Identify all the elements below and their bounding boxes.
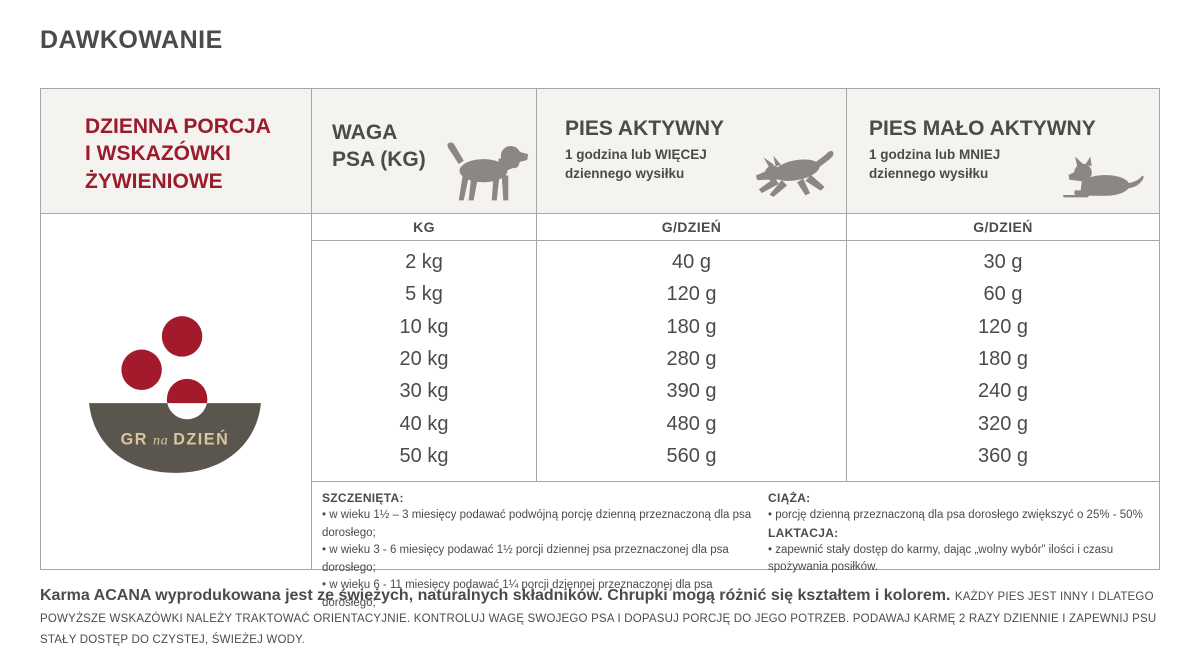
weight-value: 10 kg: [399, 315, 449, 338]
low-active-portion-value: 60 g: [983, 283, 1023, 306]
weight-value: 50 kg: [399, 445, 449, 468]
notes-pregnancy-lactation: CIĄŻA: porcję dzienną przeznaczoną dla p…: [768, 490, 1145, 573]
subheader-kg: KG: [312, 214, 537, 241]
weight-value: 20 kg: [399, 347, 449, 370]
weight-value: 30 kg: [399, 380, 449, 403]
bowl-label-na: na: [153, 432, 168, 448]
notes-puppies: SZCZENIĘTA: w wieku 1½ – 3 miesięcy poda…: [322, 490, 768, 609]
puppies-heading: SZCZENIĘTA:: [322, 491, 404, 505]
low-active-dog-title: PIES MAŁO AKTYWNY: [869, 117, 1096, 140]
active-portion-value: 390 g: [666, 380, 717, 403]
note-bullet: w wieku 3 - 6 miesięcy podawać 1½ porcji…: [322, 542, 768, 577]
active-dog-sub1: 1 godzina lub WIĘCEJ: [565, 147, 707, 163]
low-active-dog-sub2: dziennego wysiłku: [869, 165, 989, 181]
low-active-portion-column: 30 g 60 g 120 g 180 g 240 g 320 g 360 g: [847, 241, 1159, 482]
active-portion-column: 40 g 120 g 180 g 280 g 390 g 480 g 560 g: [537, 241, 847, 482]
daily-portion-line2: I WSKAZÓWKI: [85, 142, 231, 166]
low-active-portion-value: 30 g: [983, 250, 1023, 273]
active-dog-sub2: dziennego wysiłku: [565, 165, 685, 181]
daily-grams-bowl-cell: GR na DZIEŃ: [41, 214, 312, 569]
daily-portion-line3: ŻYWIENIOWE: [85, 169, 223, 193]
low-active-portion-value: 240 g: [977, 380, 1029, 403]
weight-column: 2 kg 5 kg 10 kg 20 kg 30 kg 40 kg 50 kg: [312, 241, 537, 482]
low-active-portion-value: 360 g: [977, 445, 1029, 468]
running-dog-icon: [755, 150, 834, 197]
weight-header-line1: WAGA: [332, 121, 398, 144]
header-active-dog: PIES AKTYWNY 1 godzina lub WIĘCEJ dzienn…: [537, 89, 847, 214]
active-dog-title: PIES AKTYWNY: [565, 117, 725, 140]
weight-value: 40 kg: [399, 412, 449, 435]
lactation-heading: LAKTACJA:: [768, 525, 839, 540]
bowl-label-gr: GR: [121, 430, 148, 448]
note-bullet: w wieku 1½ – 3 miesięcy podawać podwójną…: [322, 507, 768, 542]
weight-value: 2 kg: [405, 250, 443, 273]
bowl-label-dzien: DZIEŃ: [173, 429, 229, 448]
standing-dog-icon: [447, 142, 529, 201]
lying-dog-icon: [1063, 156, 1144, 198]
active-portion-value: 560 g: [666, 445, 717, 468]
header-daily-portion: DZIENNA PORCJA I WSKAZÓWKI ŻYWIENIOWE: [41, 89, 312, 214]
subheader-low-unit: G/DZIEŃ: [847, 214, 1159, 241]
feeding-notes: SZCZENIĘTA: w wieku 1½ – 3 miesięcy poda…: [312, 482, 1159, 609]
page-title: DAWKOWANIE: [40, 26, 223, 54]
dosage-table: DZIENNA PORCJA I WSKAZÓWKI ŻYWIENIOWE WA…: [40, 88, 1160, 609]
weight-header-line2: PSA (KG): [332, 148, 426, 172]
footer-caps-sentence: KAŻDY PIES JEST INNY I DLATEGO POWYŻSZE …: [40, 591, 1157, 647]
daily-portion-line1: DZIENNA PORCJA: [85, 115, 271, 138]
active-portion-value: 40 g: [672, 250, 711, 273]
pregnancy-heading: CIĄŻA:: [768, 491, 811, 505]
feeding-guide-page: DAWKOWANIE DZIENNA PORCJA I WSKAZÓWKI ŻY…: [0, 0, 1200, 650]
low-active-portion-value: 320 g: [977, 412, 1029, 435]
active-portion-value: 480 g: [666, 412, 717, 435]
low-active-dog-sub1: 1 godzina lub MNIEJ: [869, 147, 1001, 163]
note-bullet: zapewnić stały dostęp do karmy, dając „w…: [768, 542, 1145, 577]
note-bullet: porcję dzienną przeznaczoną dla psa doro…: [768, 507, 1145, 525]
header-low-active-dog: PIES MAŁO AKTYWNY 1 godzina lub MNIEJ dz…: [847, 89, 1159, 214]
header-dog-weight: WAGA PSA (KG): [312, 89, 537, 214]
note-bullet: w wieku 6 - 11 miesięcy podawać 1¼ porcj…: [322, 577, 768, 612]
active-portion-value: 180 g: [666, 315, 717, 338]
food-bowl-icon: GR na DZIEŃ: [89, 315, 261, 473]
low-active-portion-value: 120 g: [977, 315, 1029, 338]
weight-value: 5 kg: [405, 283, 443, 306]
subheader-active-unit: G/DZIEŃ: [537, 214, 847, 241]
low-active-portion-value: 180 g: [977, 347, 1029, 370]
active-portion-value: 280 g: [666, 347, 717, 370]
active-portion-value: 120 g: [666, 283, 717, 306]
